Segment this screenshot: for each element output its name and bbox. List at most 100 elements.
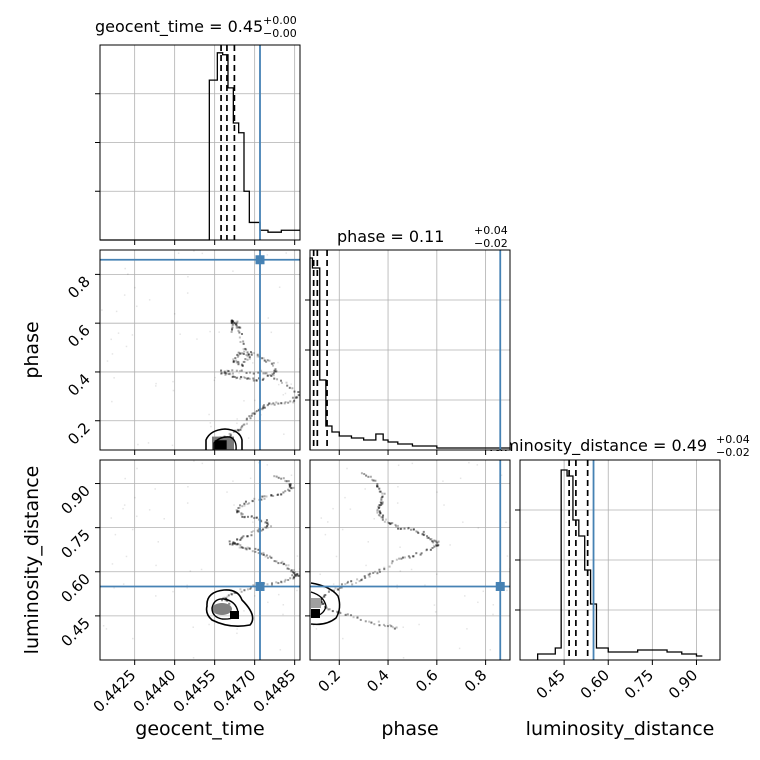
sample-point [276, 378, 279, 381]
sample-point [416, 530, 419, 533]
sample-point [380, 503, 383, 506]
sample-point [280, 493, 283, 496]
sample-point [248, 547, 251, 550]
sample-point [234, 377, 237, 380]
sample-point [254, 550, 257, 553]
sample-point [288, 568, 291, 571]
sample-point [378, 624, 381, 627]
sample-point [280, 581, 283, 584]
xtick-label-luminosity_distance: 0.45 [533, 666, 569, 702]
sample-point [327, 590, 330, 593]
sample-point [266, 522, 269, 525]
sample-point [281, 560, 284, 563]
sample-point [239, 538, 242, 541]
sample-point [324, 605, 327, 608]
sample-point [293, 390, 296, 393]
sample-point [292, 577, 295, 580]
sample-point [376, 483, 379, 486]
sample-point [235, 361, 238, 364]
sample-point [251, 550, 254, 553]
sample-point [322, 603, 325, 606]
panel-frame [519, 459, 721, 661]
sample-point [240, 513, 243, 516]
sample-point [284, 392, 287, 395]
xtick-label-luminosity_distance: 0.75 [621, 666, 657, 702]
sample-point [250, 515, 253, 518]
sample-point [244, 376, 247, 379]
sample-point [253, 516, 256, 519]
sample-point [247, 377, 250, 380]
sample-point [238, 369, 241, 372]
sample-point [235, 369, 238, 372]
sample-point [324, 593, 327, 596]
sample-point [231, 319, 234, 322]
xlabel-phase: phase [381, 718, 438, 740]
sample-point [283, 433, 285, 435]
panel-time-phase: 0.2 0.4 0.6 0.8 [64, 249, 301, 455]
sample-point [400, 557, 403, 560]
sample-point [155, 564, 157, 567]
sample-point [419, 553, 422, 556]
sample-point [261, 553, 264, 556]
xtick-label-geocent_time: 0.4440 [130, 666, 180, 716]
sample-point [223, 371, 226, 374]
sample-point [238, 326, 241, 329]
sample-point [332, 589, 335, 592]
panel-hist-luminosity-distance: 0.45 0.60 0.75 0.90 [515, 459, 721, 702]
sample-point [420, 552, 423, 555]
title-luminosity-distance-plus: +0.04 [716, 433, 750, 446]
sample-point [284, 479, 287, 482]
sample-point [172, 389, 175, 392]
sample-point [289, 484, 292, 487]
sample-point [315, 628, 318, 630]
sample-point [266, 464, 269, 466]
sample-point [424, 584, 426, 586]
sample-point [241, 505, 244, 508]
sample-point [263, 404, 266, 407]
sample-point [218, 331, 220, 333]
sample-point [131, 528, 134, 531]
sample-point [427, 536, 430, 539]
sample-point [260, 520, 263, 523]
sample-point [239, 377, 242, 380]
sample-point [285, 252, 287, 254]
sample-point [101, 309, 103, 311]
sample-point [356, 616, 359, 619]
xtick-label-luminosity_distance: 0.60 [577, 666, 613, 702]
sample-point [411, 555, 414, 558]
sample-point [260, 498, 263, 501]
sample-point [255, 516, 258, 519]
sample-point [245, 348, 248, 351]
panel-frame [99, 44, 301, 241]
sample-point [196, 338, 198, 340]
sample-point [294, 573, 297, 576]
sample-point [266, 404, 269, 407]
ytick-label-luminosity_distance: 0.90 [57, 482, 93, 518]
sample-point [266, 374, 269, 377]
sample-point [232, 541, 235, 544]
sample-point [267, 601, 269, 604]
sample-point [127, 273, 129, 275]
sample-point [290, 487, 293, 490]
sample-point [266, 583, 269, 586]
sample-point [325, 606, 328, 609]
sample-point [114, 533, 117, 536]
sample-point [266, 359, 269, 362]
sample-point [230, 319, 233, 322]
sample-point [368, 575, 371, 578]
sample-point [250, 351, 253, 354]
sample-point [283, 580, 286, 583]
ylabel-phase: phase [21, 321, 43, 378]
sample-point [186, 292, 189, 294]
sample-point [252, 412, 255, 415]
sample-point [243, 515, 246, 518]
sample-point [230, 434, 233, 437]
sample-point [262, 407, 265, 410]
sample-point [437, 540, 440, 543]
sample-point [228, 602, 231, 605]
sample-point [245, 418, 248, 421]
sample-point [236, 422, 238, 425]
sample-point [179, 333, 181, 335]
sample-point [247, 353, 250, 356]
sample-point [253, 412, 256, 415]
